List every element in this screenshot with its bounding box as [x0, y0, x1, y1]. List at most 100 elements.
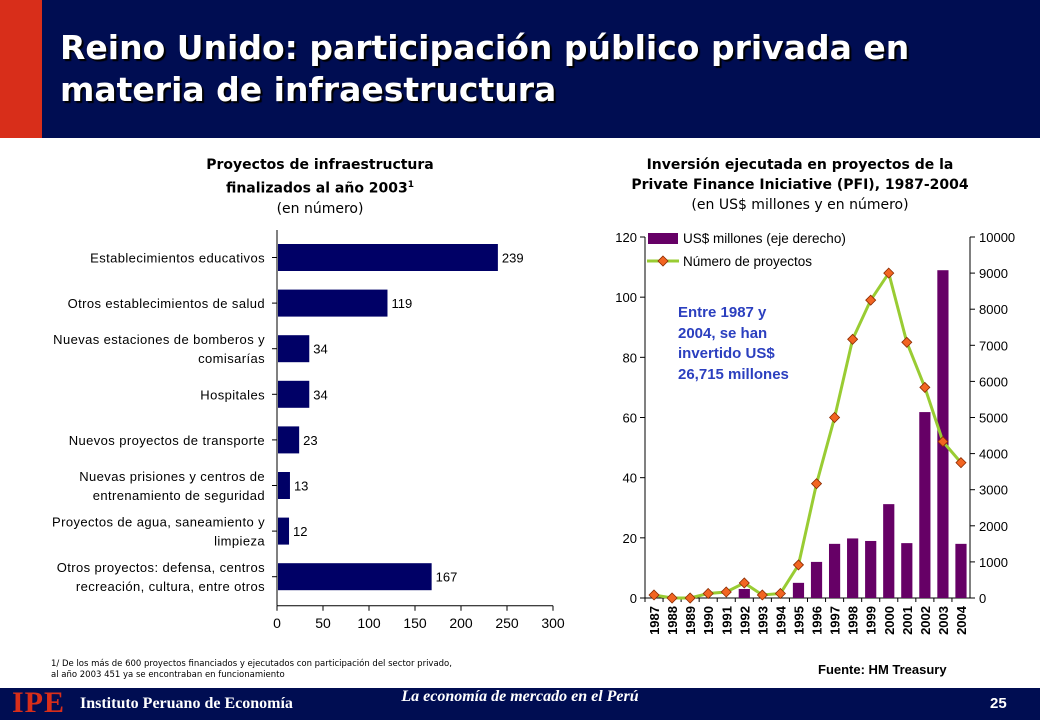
left-y-tick-label: 80 [623, 350, 637, 365]
institution-name: Instituto Peruano de Economía [80, 695, 293, 712]
left-chart-title: Proyectos de infraestructura finalizados… [120, 155, 520, 219]
footnote-line1: 1/ De los más de 600 proyectos financiad… [51, 659, 452, 669]
line-point-2004 [955, 457, 967, 469]
right-y-tick-label: 3000 [979, 483, 1008, 498]
annotation-line1: Entre 1987 y [678, 304, 767, 321]
bar-1992 [738, 588, 750, 598]
line-point-1993 [756, 589, 768, 601]
category-label: recreación, cultura, entre otros [76, 579, 265, 594]
x-tick-label: 1997 [828, 606, 843, 635]
source-note: Fuente: HM Treasury [818, 662, 947, 677]
right-y-tick-label: 0 [979, 591, 986, 606]
annotation-line2: 2004, se han [678, 324, 768, 342]
right-chart-title-line2: Private Finance Iniciative (PFI), 1987-2… [631, 177, 969, 193]
x-tick-label: 2002 [918, 606, 933, 635]
right-chart-subtitle: (en US$ millones y en número) [691, 197, 909, 213]
header-accent-bar [0, 0, 42, 138]
investment-annotation: Entre 1987 y 2004, se han invertido US$ … [678, 303, 828, 385]
page-title: Reino Unido: participación público priva… [60, 27, 1020, 111]
bar-value-label: 34 [313, 387, 327, 402]
left-bar-chart: 0 50 100 150 200 250 300 239 Establecimientos ed… [52, 230, 565, 631]
bar-1996 [810, 561, 823, 598]
line-point-1992 [738, 577, 750, 589]
x-tick-label: 0 [273, 615, 281, 631]
bar-2002 [919, 412, 931, 598]
footer-bar: IPE Instituto Peruano de Economía La eco… [0, 686, 1040, 720]
bar-value-label: 119 [391, 296, 412, 311]
x-tick-label: 2004 [954, 605, 969, 635]
x-tick-label: 1994 [773, 605, 788, 635]
x-tick-label: 250 [495, 615, 519, 631]
bar-3 [278, 380, 310, 408]
x-tick-label: 1995 [791, 606, 806, 635]
right-chart-title-line1: Inversión ejecutada en proyectos de la [646, 157, 954, 173]
legend-line-label: Número de proyectos [683, 254, 812, 269]
category-label: Otros proyectos: defensa, centros [57, 560, 265, 575]
footnote: 1/ De los más de 600 proyectos financiad… [51, 659, 581, 681]
right-combo-chart: 0 20 40 60 80 100 120 0 1000 2000 3000 4000 5000 6000… [615, 230, 1015, 635]
x-tick-label: 100 [357, 615, 381, 631]
line-point-2002 [919, 381, 931, 393]
ipe-logo: IPE [12, 686, 66, 719]
line-point-1999 [865, 294, 877, 306]
bar-1999 [865, 540, 877, 598]
line-point-2000 [883, 267, 895, 279]
legend-bar-swatch [648, 233, 678, 244]
category-label: Nuevas estaciones de bomberos y [53, 332, 265, 347]
page-number: 25 [990, 695, 1007, 712]
header-banner: Reino Unido: participación público priva… [0, 0, 1040, 138]
left-y-tick-label: 0 [630, 591, 637, 606]
right-y-tick-label: 6000 [979, 374, 1008, 389]
bar-value-label: 12 [293, 524, 307, 539]
left-y-tick-label: 60 [623, 411, 637, 426]
x-tick-label: 1988 [665, 606, 680, 635]
bar-5 [278, 472, 290, 499]
bar-2000 [883, 504, 895, 598]
x-tick-label: 150 [403, 615, 427, 631]
bar-value-label: 239 [502, 251, 524, 266]
page-title-line1: Reino Unido: participación público priva… [60, 28, 910, 67]
right-y-tick-label: 5000 [979, 411, 1008, 426]
line-point-1998 [847, 333, 859, 345]
x-tick-label: 1998 [846, 606, 861, 635]
right-y-tick-label: 1000 [979, 555, 1008, 570]
category-label: Proyectos de agua, saneamiento y [52, 515, 265, 530]
line-point-1996 [810, 478, 823, 490]
right-y-tick-label: 4000 [979, 447, 1008, 462]
left-y-tick-label: 120 [615, 230, 637, 245]
left-chart-title-line1: Proyectos de infraestructura [206, 157, 434, 173]
bar-7 [278, 563, 432, 591]
bar-value-label: 23 [303, 433, 317, 448]
x-tick-label: 1992 [737, 606, 752, 635]
line-point-1995 [792, 559, 805, 571]
right-chart-title: Inversión ejecutada en proyectos de la P… [585, 155, 1015, 215]
line-point-1990 [702, 587, 714, 600]
x-tick-label: 2001 [900, 606, 915, 635]
bar-2003 [937, 270, 949, 598]
right-y-tick-label: 2000 [979, 519, 1008, 534]
category-label: comisarías [198, 351, 265, 366]
left-y-tick-label: 20 [623, 531, 637, 546]
x-tick-label: 1987 [647, 606, 662, 635]
x-tick-label: 2000 [882, 606, 897, 635]
category-label: Otros establecimientos de salud [68, 296, 265, 311]
line-point-1988 [666, 592, 678, 604]
line-point-2001 [901, 336, 913, 348]
category-label: Establecimientos educativos [90, 251, 265, 266]
x-tick-label: 1999 [864, 606, 879, 635]
bar-4 [278, 426, 300, 454]
line-point-1989 [684, 592, 696, 604]
category-label: Nuevos proyectos de transporte [69, 433, 265, 448]
left-y-tick-label: 40 [623, 471, 637, 486]
left-chart-title-line2: finalizados al año 2003 [225, 180, 408, 197]
bar-value-label: 34 [313, 342, 327, 357]
line-point-1997 [829, 411, 841, 424]
line-point-1994 [774, 587, 786, 600]
legend-line-marker [657, 255, 669, 267]
x-tick-label: 1993 [755, 606, 770, 635]
footer-slogan: La economía de mercado en el Perú [401, 688, 639, 705]
left-chart-subtitle: (en número) [276, 200, 364, 217]
bar-0 [278, 244, 498, 271]
line-point-1991 [720, 586, 732, 598]
legend-bar-label: US$ millones (eje derecho) [683, 231, 846, 246]
